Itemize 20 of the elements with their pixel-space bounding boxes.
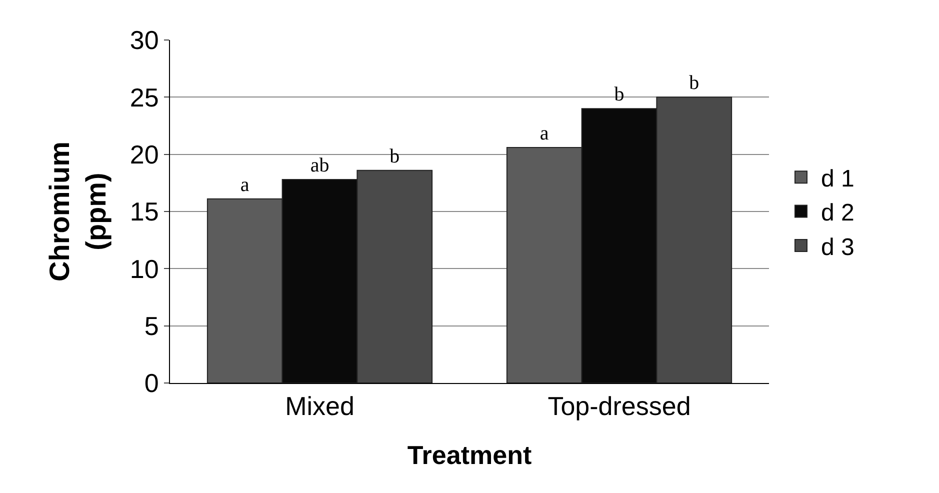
y-axis-title: Chromium (ppm): [44, 142, 112, 282]
y-tick-label: 20: [130, 139, 159, 170]
y-tick-label: 30: [130, 25, 159, 56]
y-tick-label: 10: [130, 254, 159, 284]
legend-label: d 3: [820, 234, 854, 261]
data-label: b: [614, 84, 624, 106]
data-label: ab: [310, 154, 330, 176]
data-label: b: [689, 72, 700, 94]
x-tick-label: Mixed: [285, 391, 354, 422]
legend-label: d 1: [820, 165, 854, 192]
data-label: b: [390, 145, 400, 168]
x-axis-title: Treatment: [407, 440, 532, 470]
data-label: a: [240, 174, 250, 196]
y-tick-label: 0: [144, 368, 159, 398]
y-tick-label: 25: [130, 82, 159, 112]
y-tick-label: 5: [144, 310, 159, 341]
legend-label: d 2: [820, 200, 854, 227]
x-tick-label: Top-dressed: [548, 391, 691, 422]
y-tick-label: 15: [130, 196, 159, 227]
data-label: a: [540, 122, 549, 144]
